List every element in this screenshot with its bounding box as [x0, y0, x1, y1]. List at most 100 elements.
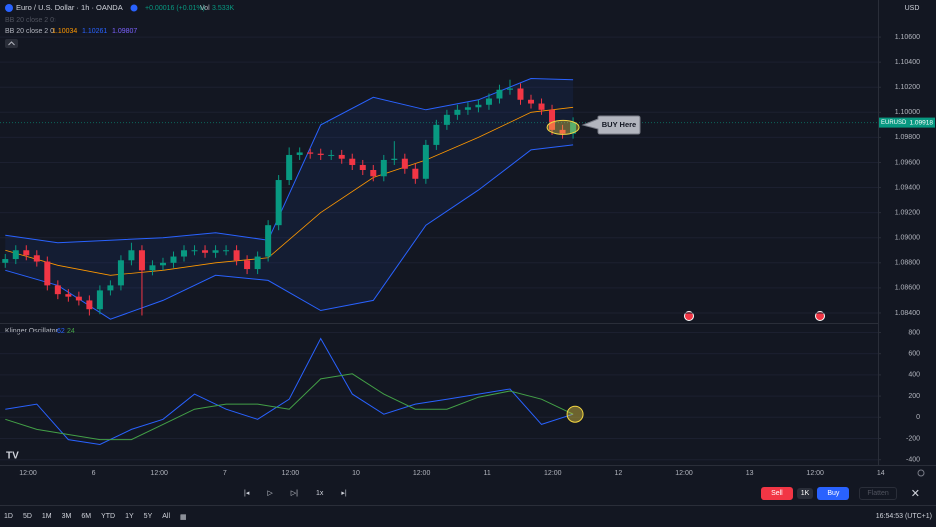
- candle-body: [254, 256, 261, 270]
- timeframe-button[interactable]: All: [162, 513, 171, 520]
- quantity[interactable]: 1K: [796, 487, 814, 499]
- step[interactable]: ▷|: [290, 490, 298, 497]
- candle-body: [506, 88, 513, 90]
- candle-body: [328, 154, 335, 156]
- candle-body: [349, 158, 356, 165]
- candle-body: [33, 255, 40, 262]
- candle-body: [286, 154, 293, 181]
- volume-label: Vol: [200, 5, 210, 12]
- candle-body: [149, 265, 156, 271]
- candle-body: [223, 250, 230, 252]
- candle-body: [443, 114, 450, 125]
- replay-bar: |◂ ▷ ▷| 1x ▸| Sell 1K Buy Flatten ✕: [0, 482, 936, 504]
- y-tick-label: -400: [906, 457, 920, 464]
- x-tick-label: 7: [223, 470, 227, 477]
- candle-body: [380, 159, 387, 177]
- timeframe-bar: 1D 5D 1M 3M 6M YTD 1Y 5Y All ▦ 16:54:53 (UTC+1): [0, 505, 936, 527]
- candle-body: [202, 250, 209, 253]
- logo: TV: [6, 451, 19, 462]
- candle-body: [12, 250, 19, 260]
- y-tick-label: 600: [908, 351, 920, 358]
- chart: Euro / U.S. Dollar · 1h · OANDA +0.00016…: [0, 0, 936, 477]
- y-tick-label: 1.10400: [895, 59, 920, 66]
- candle-body: [370, 170, 377, 177]
- candle-body: [107, 285, 114, 291]
- flatten-button[interactable]: Flatten: [859, 486, 897, 500]
- timeframe-button[interactable]: 1Y: [125, 513, 134, 520]
- y-tick-label: 1.08400: [895, 310, 920, 317]
- x-tick-label: 14: [877, 470, 885, 477]
- price-tag-value: 1.09918: [910, 119, 934, 126]
- volume-value: 3.533K: [212, 5, 235, 12]
- upper-band: [5, 77, 574, 244]
- callout-text: BUY Here: [602, 120, 636, 129]
- date-range-button[interactable]: ▦: [180, 513, 187, 521]
- timeframe-button[interactable]: 1M: [41, 513, 52, 520]
- y-tick-label: 1.09800: [895, 134, 920, 141]
- x-tick-label: 12:00: [413, 470, 431, 477]
- x-tick-label: 12:00: [19, 470, 37, 477]
- callout: [581, 115, 641, 135]
- x-tick-label: 11: [484, 470, 491, 477]
- candle-body: [2, 259, 9, 263]
- candle-body: [570, 122, 577, 134]
- indicator-value: 1.10034: [52, 28, 77, 35]
- currency-selector[interactable]: USD: [905, 5, 920, 12]
- price-tag-bg: [879, 117, 935, 128]
- price-tag-symbol: EURUSD: [881, 120, 907, 126]
- indicator-name[interactable]: BB 20 close 2 0: [5, 28, 54, 35]
- symbol-title[interactable]: Euro / U.S. Dollar · 1h · OANDA: [16, 3, 123, 12]
- y-tick-label: 200: [908, 393, 920, 400]
- y-tick-label: 1.10000: [895, 109, 920, 116]
- collapse-icon: [8, 41, 15, 46]
- sell-button[interactable]: Sell: [761, 486, 793, 500]
- indicator-value: 24: [67, 328, 75, 335]
- basis-line: [5, 106, 574, 276]
- candle-body: [549, 109, 556, 130]
- candle-body: [296, 152, 303, 155]
- hidden-indicator[interactable]: BB 20 close 2 0: [5, 17, 54, 24]
- timeframe-button[interactable]: 5Y: [143, 513, 153, 520]
- candle-body: [422, 144, 429, 179]
- candle-body: [454, 109, 461, 115]
- event-flag[interactable]: [815, 311, 825, 321]
- close-button[interactable]: ✕: [910, 487, 920, 500]
- y-tick-label: 1.09600: [895, 159, 920, 166]
- y-tick-label: 1.09000: [895, 235, 920, 242]
- timeframe-button[interactable]: 5D: [22, 513, 32, 520]
- candle-body: [464, 107, 471, 110]
- to-end[interactable]: ▸|: [341, 490, 347, 497]
- candle-body: [96, 290, 103, 310]
- y-tick-label: 1.10600: [895, 34, 920, 41]
- band-fill: [5, 78, 574, 320]
- timeframe-button[interactable]: 3M: [61, 513, 72, 520]
- eye-icon[interactable]: ◌: [52, 17, 56, 24]
- indicator-line: [5, 373, 574, 441]
- y-tick-label: 1.08600: [895, 285, 920, 292]
- candle-body: [212, 250, 219, 253]
- candle-body: [265, 225, 272, 257]
- settings-icon[interactable]: [917, 469, 925, 477]
- highlight-circle: [566, 405, 584, 423]
- candle-body: [528, 99, 535, 104]
- candle-body: [412, 168, 419, 179]
- y-tick-label: 0: [916, 414, 920, 421]
- buy-button[interactable]: Buy: [817, 486, 850, 500]
- candle-body: [65, 294, 72, 297]
- to-start[interactable]: |◂: [244, 490, 250, 497]
- timeframe-button[interactable]: YTD: [101, 513, 116, 520]
- collapse-button[interactable]: [5, 39, 18, 48]
- speed[interactable]: 1x: [315, 489, 324, 497]
- timeframe-button[interactable]: 1D: [4, 513, 13, 520]
- event-flag[interactable]: [684, 311, 694, 321]
- candle-body: [128, 250, 135, 261]
- indicator-title[interactable]: Klinger Oscillator: [5, 328, 59, 335]
- timeframe-button[interactable]: 6M: [81, 513, 92, 520]
- candle-body: [485, 98, 492, 105]
- candle-body: [181, 250, 188, 257]
- y-tick-label: 1.09400: [895, 184, 920, 191]
- play[interactable]: ▷: [267, 490, 273, 497]
- clock: 16:54:53 (UTC+1): [875, 513, 932, 520]
- indicator-line: [5, 337, 574, 446]
- x-tick-label: 12: [615, 470, 623, 477]
